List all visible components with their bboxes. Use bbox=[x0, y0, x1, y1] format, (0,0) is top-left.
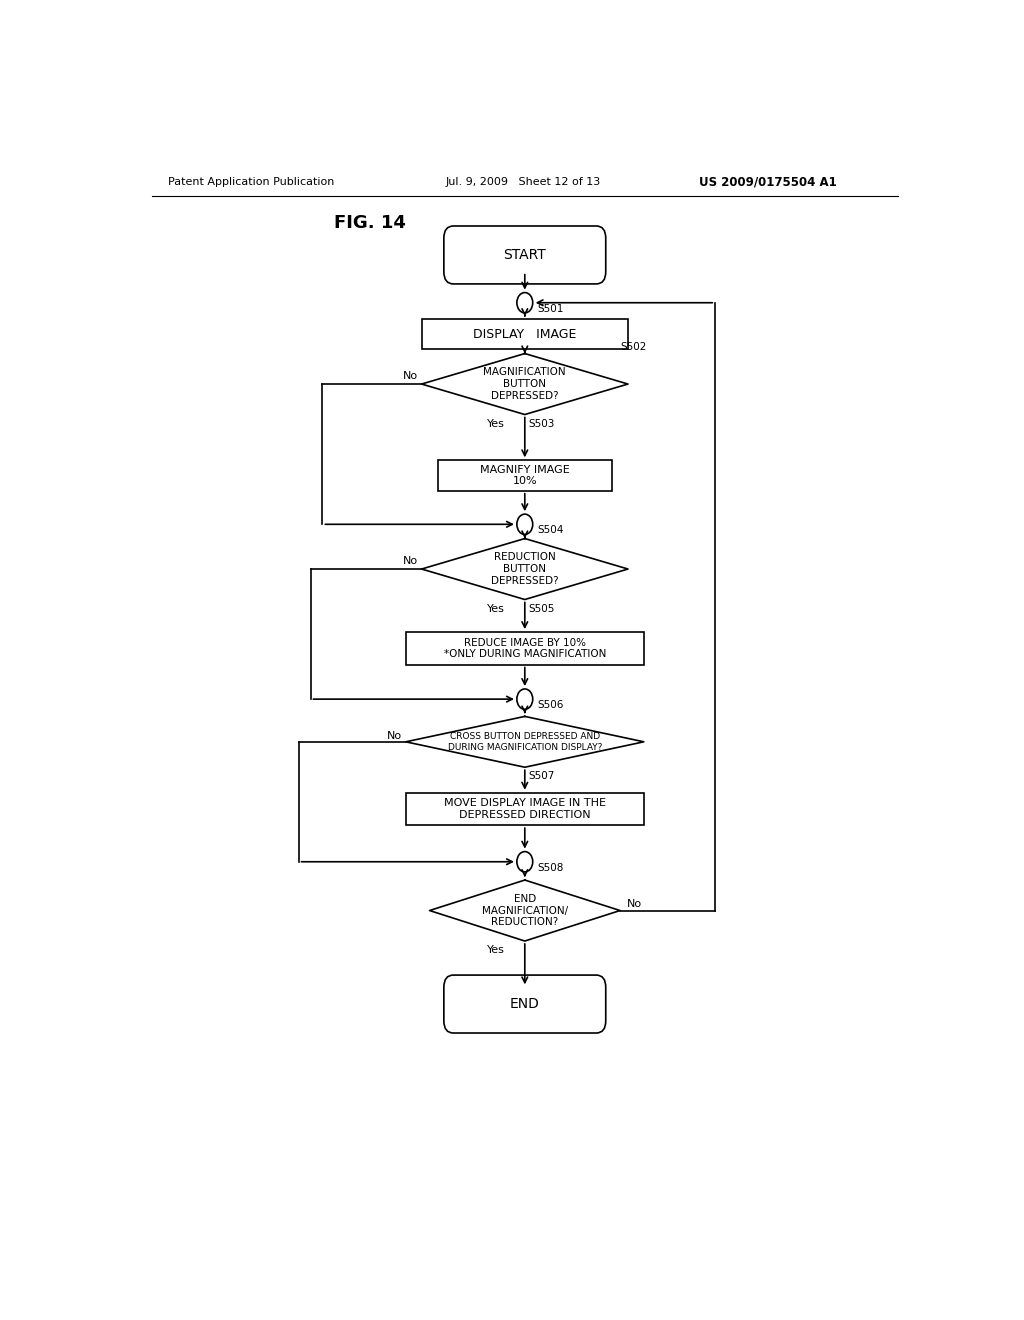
Text: S501: S501 bbox=[538, 304, 564, 314]
Circle shape bbox=[517, 689, 532, 709]
Text: Patent Application Publication: Patent Application Publication bbox=[168, 177, 334, 186]
Text: START: START bbox=[504, 248, 546, 261]
Text: S503: S503 bbox=[528, 418, 555, 429]
Text: FIG. 14: FIG. 14 bbox=[334, 214, 407, 232]
FancyBboxPatch shape bbox=[443, 975, 606, 1034]
Circle shape bbox=[517, 293, 532, 313]
Polygon shape bbox=[430, 880, 620, 941]
Text: MAGNIFY IMAGE
10%: MAGNIFY IMAGE 10% bbox=[480, 465, 569, 486]
Text: REDUCTION
BUTTON
DEPRESSED?: REDUCTION BUTTON DEPRESSED? bbox=[490, 553, 559, 586]
FancyBboxPatch shape bbox=[443, 226, 606, 284]
Text: MAGNIFICATION
BUTTON
DEPRESSED?: MAGNIFICATION BUTTON DEPRESSED? bbox=[483, 367, 566, 401]
Text: Yes: Yes bbox=[487, 945, 505, 956]
Text: DISPLAY   IMAGE: DISPLAY IMAGE bbox=[473, 327, 577, 341]
Text: END
MAGNIFICATION/
REDUCTION?: END MAGNIFICATION/ REDUCTION? bbox=[481, 894, 568, 927]
Text: Yes: Yes bbox=[487, 603, 505, 614]
Text: S504: S504 bbox=[538, 525, 564, 536]
Bar bbox=[406, 792, 644, 825]
Text: MOVE DISPLAY IMAGE IN THE
DEPRESSED DIRECTION: MOVE DISPLAY IMAGE IN THE DEPRESSED DIRE… bbox=[443, 799, 606, 820]
Text: S508: S508 bbox=[538, 863, 564, 873]
Text: REDUCE IMAGE BY 10%
*ONLY DURING MAGNIFICATION: REDUCE IMAGE BY 10% *ONLY DURING MAGNIFI… bbox=[443, 638, 606, 659]
Text: END: END bbox=[510, 997, 540, 1011]
Text: CROSS BUTTON DEPRESSED AND
DURING MAGNIFICATION DISPLAY?: CROSS BUTTON DEPRESSED AND DURING MAGNIF… bbox=[447, 733, 602, 751]
Polygon shape bbox=[422, 354, 628, 414]
Text: S507: S507 bbox=[528, 771, 555, 781]
Bar bbox=[437, 461, 612, 491]
Polygon shape bbox=[422, 539, 628, 599]
Text: US 2009/0175504 A1: US 2009/0175504 A1 bbox=[699, 176, 838, 189]
Text: No: No bbox=[627, 899, 641, 909]
Text: No: No bbox=[402, 371, 418, 381]
Text: S506: S506 bbox=[538, 700, 564, 710]
Bar bbox=[406, 632, 644, 664]
Polygon shape bbox=[406, 717, 644, 767]
Text: Jul. 9, 2009   Sheet 12 of 13: Jul. 9, 2009 Sheet 12 of 13 bbox=[445, 177, 601, 186]
Text: Yes: Yes bbox=[487, 418, 505, 429]
Bar bbox=[422, 319, 628, 350]
Text: S502: S502 bbox=[620, 342, 646, 351]
Text: S505: S505 bbox=[528, 603, 555, 614]
Circle shape bbox=[517, 515, 532, 535]
Circle shape bbox=[517, 851, 532, 873]
Text: No: No bbox=[387, 731, 401, 741]
Text: No: No bbox=[402, 556, 418, 566]
